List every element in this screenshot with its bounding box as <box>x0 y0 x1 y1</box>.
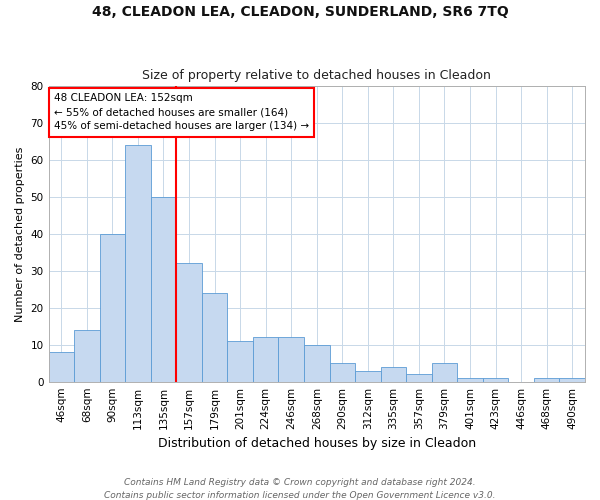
Text: 48 CLEADON LEA: 152sqm
← 55% of detached houses are smaller (164)
45% of semi-de: 48 CLEADON LEA: 152sqm ← 55% of detached… <box>54 94 309 132</box>
Bar <box>432 363 457 382</box>
Bar <box>406 374 432 382</box>
Bar <box>227 341 253 382</box>
Bar <box>100 234 125 382</box>
Bar <box>483 378 508 382</box>
Title: Size of property relative to detached houses in Cleadon: Size of property relative to detached ho… <box>142 69 491 82</box>
Bar <box>329 363 355 382</box>
Bar <box>559 378 585 382</box>
Bar <box>355 370 380 382</box>
Bar <box>380 367 406 382</box>
Bar <box>253 338 278 382</box>
Bar <box>49 352 74 382</box>
Bar <box>278 338 304 382</box>
Bar <box>176 264 202 382</box>
Bar <box>457 378 483 382</box>
Bar <box>151 197 176 382</box>
Text: Contains HM Land Registry data © Crown copyright and database right 2024.
Contai: Contains HM Land Registry data © Crown c… <box>104 478 496 500</box>
X-axis label: Distribution of detached houses by size in Cleadon: Distribution of detached houses by size … <box>158 437 476 450</box>
Bar <box>202 293 227 382</box>
Y-axis label: Number of detached properties: Number of detached properties <box>15 146 25 322</box>
Text: 48, CLEADON LEA, CLEADON, SUNDERLAND, SR6 7TQ: 48, CLEADON LEA, CLEADON, SUNDERLAND, SR… <box>92 5 508 19</box>
Bar <box>534 378 559 382</box>
Bar <box>125 145 151 382</box>
Bar <box>74 330 100 382</box>
Bar <box>304 344 329 382</box>
